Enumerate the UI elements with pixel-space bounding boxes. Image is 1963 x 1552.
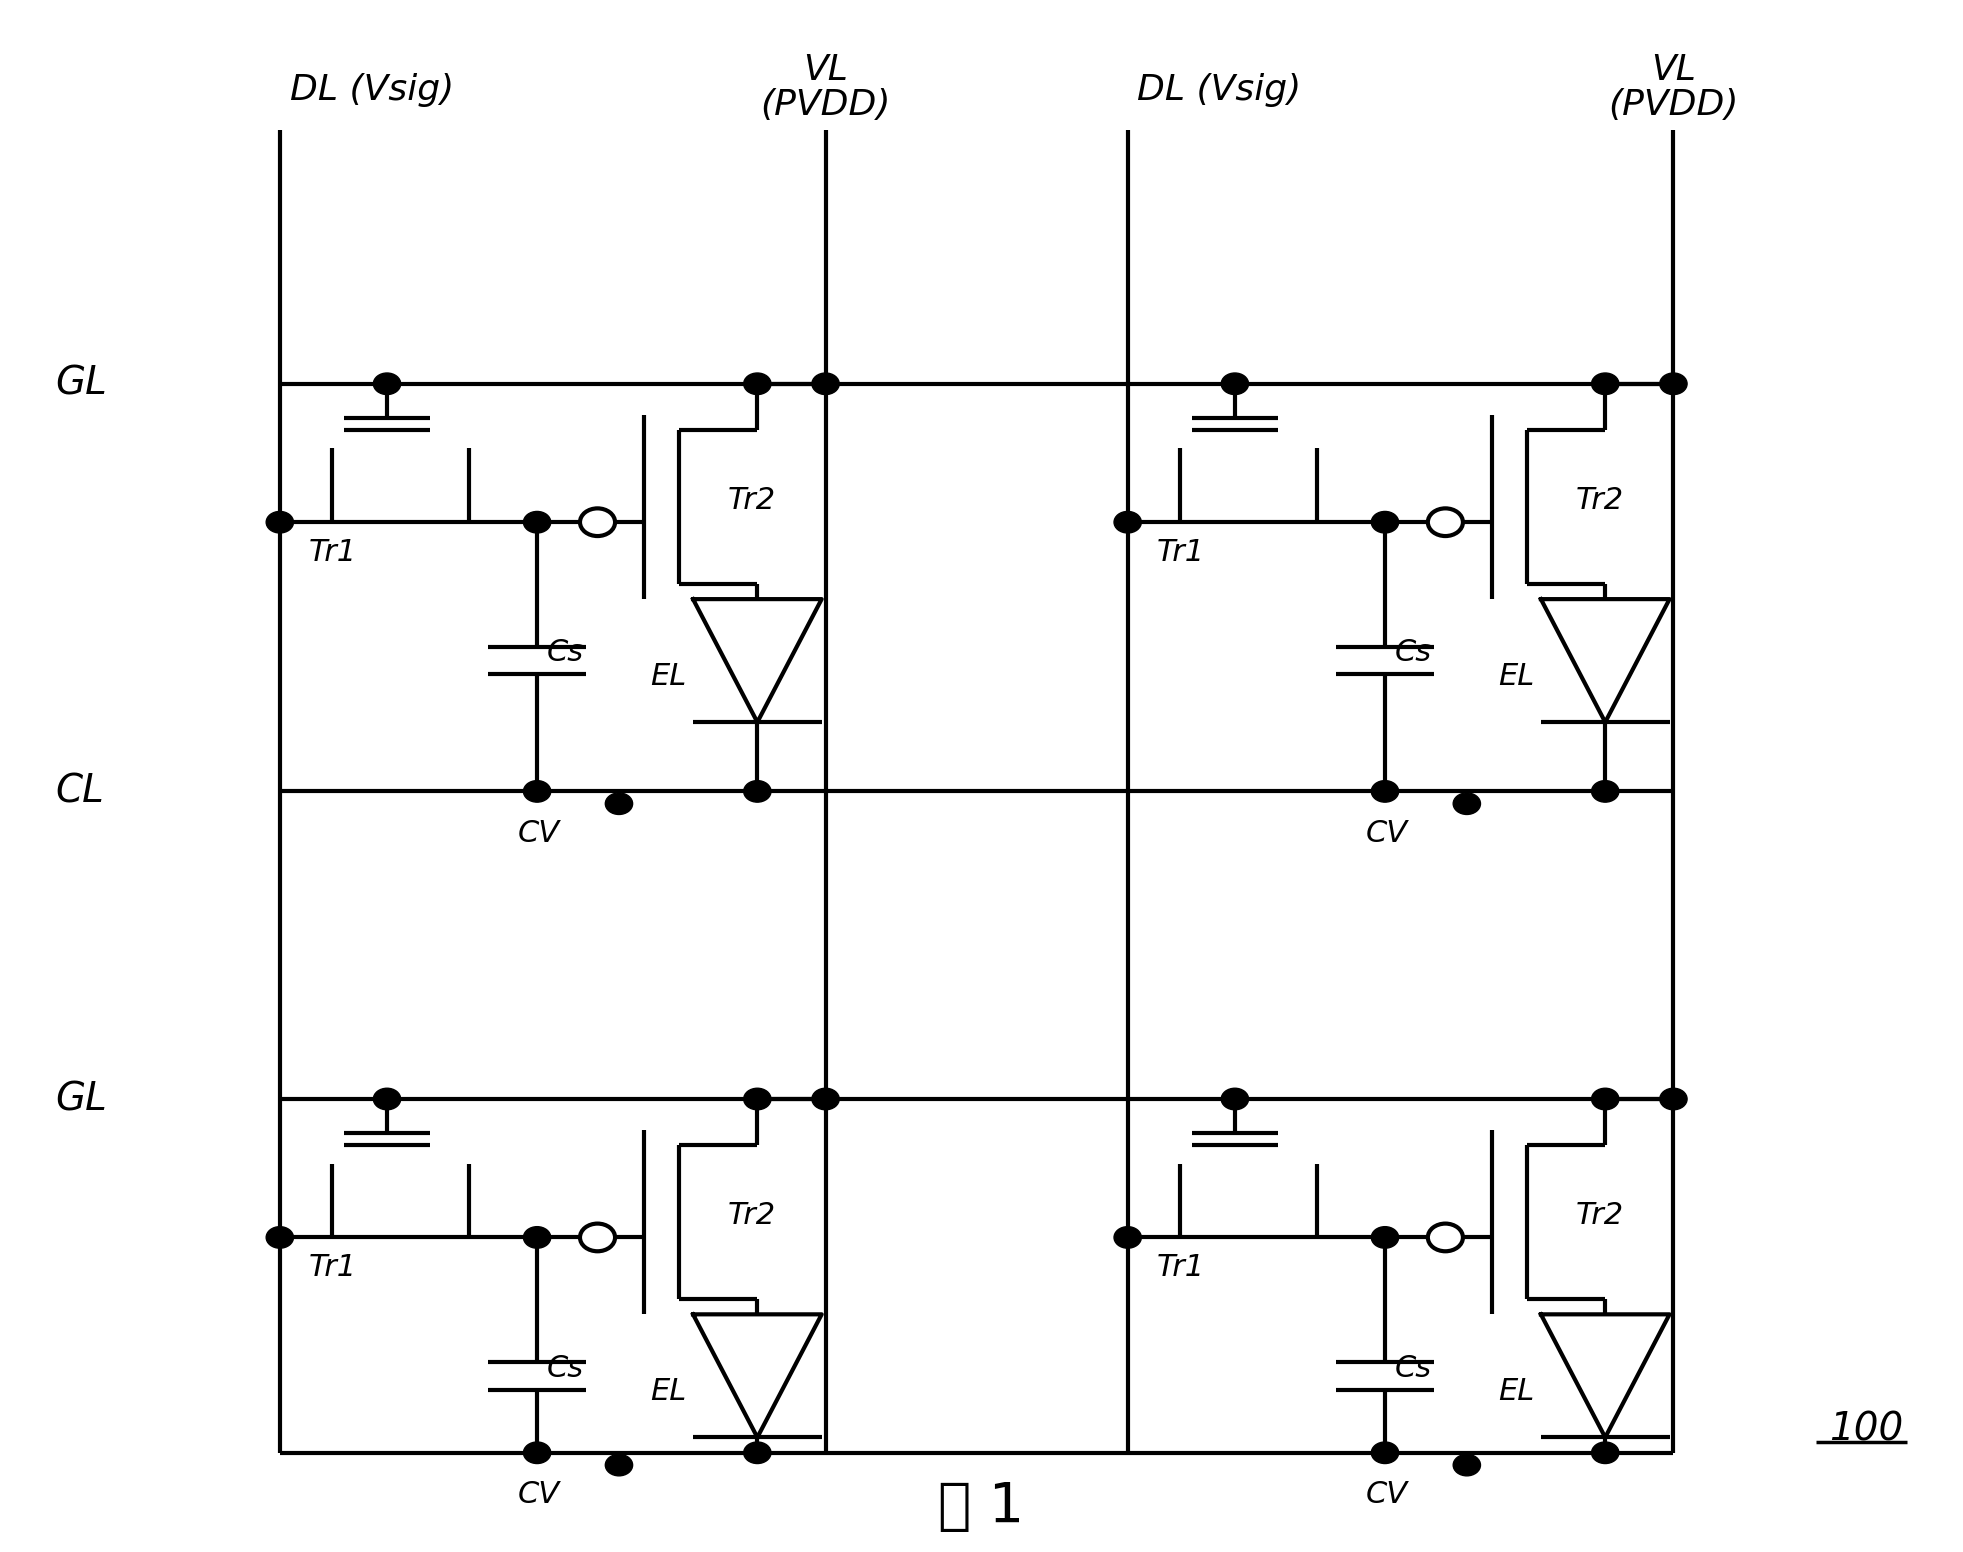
Text: Cs: Cs xyxy=(1396,638,1431,667)
Text: Cs: Cs xyxy=(548,1353,583,1383)
Text: DL (Vsig): DL (Vsig) xyxy=(291,73,453,107)
Polygon shape xyxy=(1541,1315,1671,1437)
Circle shape xyxy=(1115,1226,1141,1248)
Circle shape xyxy=(605,793,632,815)
Text: Tr2: Tr2 xyxy=(728,486,775,515)
Circle shape xyxy=(1372,512,1398,532)
Text: CL: CL xyxy=(55,773,104,810)
Circle shape xyxy=(373,372,400,394)
Circle shape xyxy=(524,1226,552,1248)
Circle shape xyxy=(579,509,614,535)
Circle shape xyxy=(1115,512,1141,532)
Text: Tr2: Tr2 xyxy=(1576,486,1623,515)
Text: Tr2: Tr2 xyxy=(728,1201,775,1229)
Text: Tr1: Tr1 xyxy=(308,537,357,566)
Circle shape xyxy=(744,372,771,394)
Text: EL: EL xyxy=(1498,1377,1535,1406)
Text: Cs: Cs xyxy=(1396,1353,1431,1383)
Text: EL: EL xyxy=(650,661,687,691)
Text: Cs: Cs xyxy=(548,638,583,667)
Text: 図 1: 図 1 xyxy=(938,1479,1025,1533)
Circle shape xyxy=(267,1226,292,1248)
Circle shape xyxy=(1427,509,1462,535)
Text: EL: EL xyxy=(1498,661,1535,691)
Polygon shape xyxy=(693,599,822,722)
Circle shape xyxy=(744,1088,771,1110)
Text: CV: CV xyxy=(1366,819,1407,847)
Text: EL: EL xyxy=(650,1377,687,1406)
Circle shape xyxy=(1661,372,1686,394)
Text: CV: CV xyxy=(1366,1481,1407,1510)
Circle shape xyxy=(579,1223,614,1251)
Circle shape xyxy=(524,1442,552,1464)
Text: DL (Vsig): DL (Vsig) xyxy=(1137,73,1301,107)
Circle shape xyxy=(744,1442,771,1464)
Text: Tr2: Tr2 xyxy=(1576,1201,1623,1229)
Circle shape xyxy=(744,781,771,802)
Circle shape xyxy=(1453,1454,1480,1476)
Circle shape xyxy=(813,372,840,394)
Text: GL: GL xyxy=(55,1080,108,1117)
Circle shape xyxy=(1372,781,1398,802)
Circle shape xyxy=(267,512,292,532)
Circle shape xyxy=(1592,372,1619,394)
Circle shape xyxy=(1372,1442,1398,1464)
Text: (PVDD): (PVDD) xyxy=(760,88,891,123)
Circle shape xyxy=(1427,1223,1462,1251)
Circle shape xyxy=(524,781,552,802)
Circle shape xyxy=(1592,1442,1619,1464)
Polygon shape xyxy=(1541,599,1671,722)
Text: CV: CV xyxy=(518,1481,559,1510)
Circle shape xyxy=(524,512,552,532)
Polygon shape xyxy=(693,1315,822,1437)
Text: GL: GL xyxy=(55,365,108,404)
Circle shape xyxy=(813,1088,840,1110)
Text: Tr1: Tr1 xyxy=(1156,537,1205,566)
Circle shape xyxy=(1221,1088,1248,1110)
Text: VL: VL xyxy=(803,53,848,87)
Circle shape xyxy=(1453,793,1480,815)
Circle shape xyxy=(1221,372,1248,394)
Text: Tr1: Tr1 xyxy=(308,1252,357,1282)
Circle shape xyxy=(373,1088,400,1110)
Text: (PVDD): (PVDD) xyxy=(1608,88,1739,123)
Text: VL: VL xyxy=(1651,53,1696,87)
Text: Tr1: Tr1 xyxy=(1156,1252,1205,1282)
Text: CV: CV xyxy=(518,819,559,847)
Circle shape xyxy=(1592,781,1619,802)
Text: 100: 100 xyxy=(1830,1411,1904,1448)
Circle shape xyxy=(1661,1088,1686,1110)
Circle shape xyxy=(1592,1088,1619,1110)
Circle shape xyxy=(605,1454,632,1476)
Circle shape xyxy=(1372,1226,1398,1248)
